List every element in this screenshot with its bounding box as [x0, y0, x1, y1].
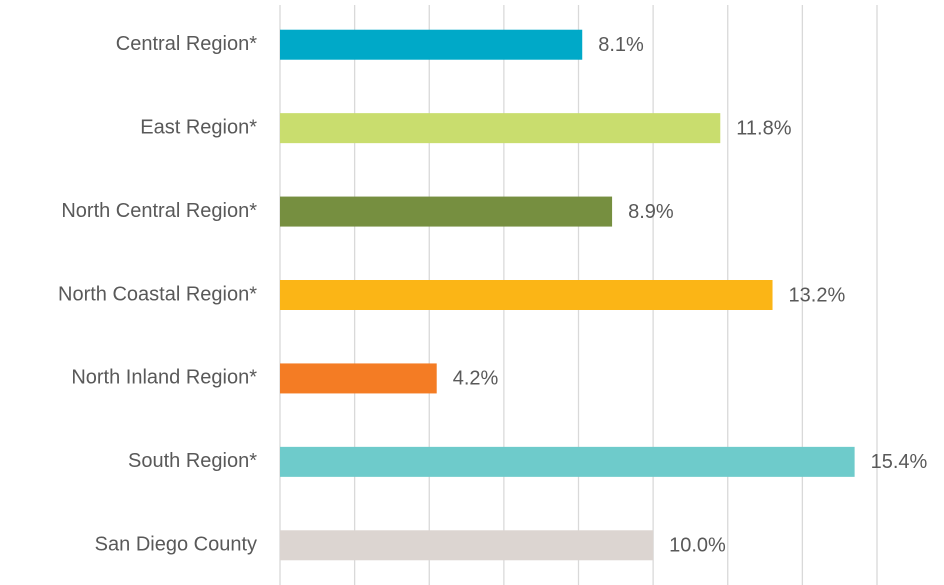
data-label: 13.2% [789, 284, 846, 306]
y-tick-label: San Diego County [95, 534, 257, 556]
y-tick-label: Central Region* [116, 33, 257, 55]
data-label: 4.2% [453, 368, 499, 390]
bar [280, 530, 654, 561]
y-tick-label: East Region* [140, 116, 257, 138]
data-label: 8.1% [598, 34, 644, 56]
bar [280, 29, 583, 60]
bar [280, 280, 773, 310]
data-label: 10.0% [669, 535, 726, 557]
bar [280, 363, 437, 394]
data-label: 11.8% [736, 117, 791, 139]
bar [280, 113, 721, 144]
y-tick-label: North Coastal Region* [58, 283, 257, 305]
bar [280, 446, 855, 477]
data-label: 8.9% [628, 201, 674, 223]
data-label: 15.4% [871, 451, 928, 473]
y-tick-label: North Inland Region* [71, 367, 257, 389]
y-tick-label: North Central Region* [61, 200, 257, 222]
y-tick-label: South Region* [128, 450, 257, 472]
bar [280, 196, 613, 227]
